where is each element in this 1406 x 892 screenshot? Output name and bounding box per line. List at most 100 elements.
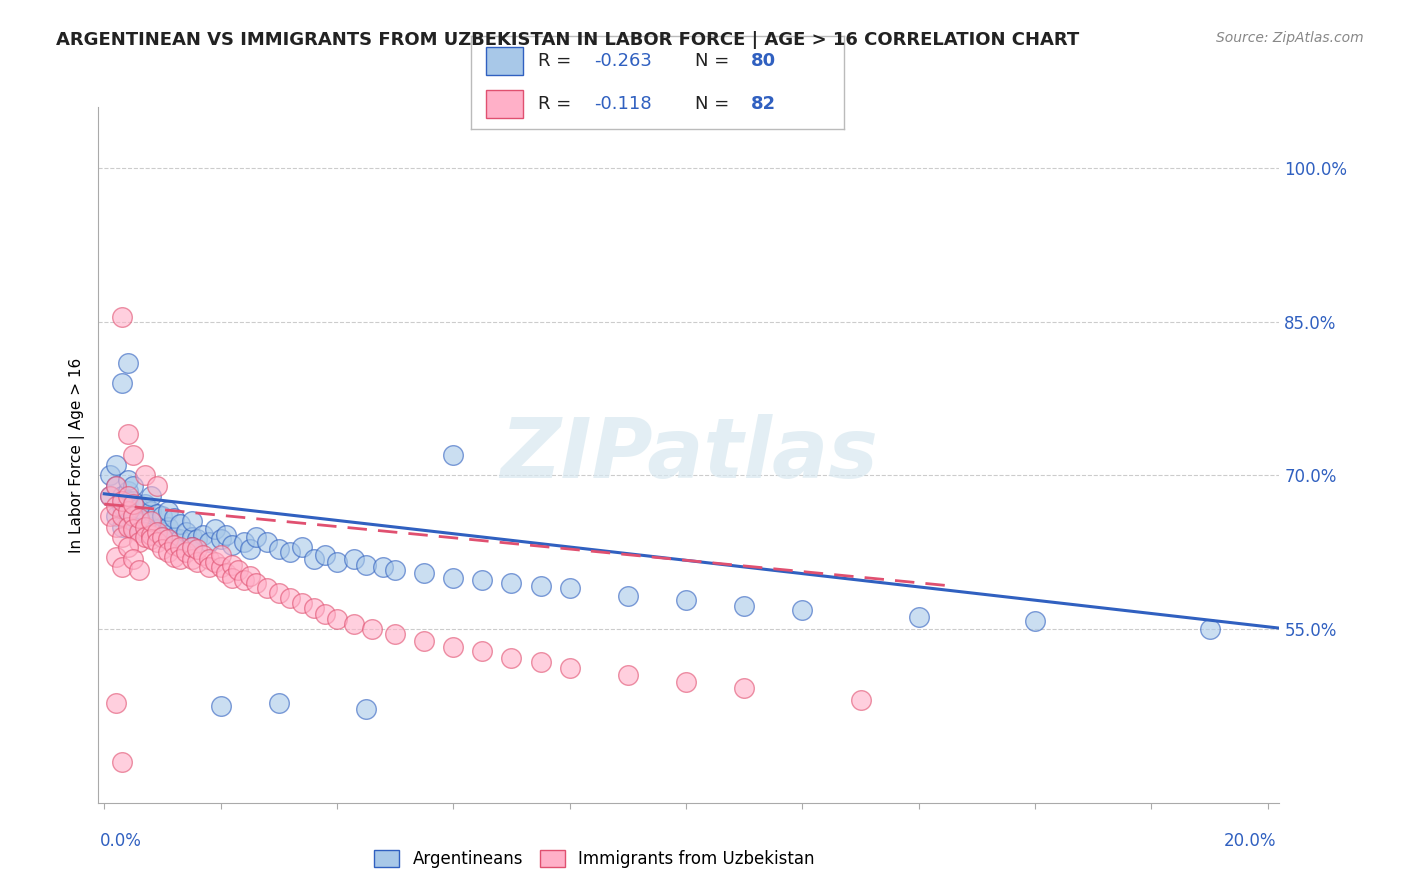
Point [245, 575, 267, 590]
Point [122, 509, 145, 524]
Point [1024, 614, 1046, 628]
Point [441, 448, 464, 462]
Text: 82: 82 [751, 95, 776, 113]
Point [128, 501, 150, 516]
Point [157, 504, 180, 518]
Point [104, 478, 127, 492]
Point [239, 542, 262, 557]
Point [128, 562, 150, 576]
Point [239, 568, 262, 582]
Point [256, 581, 278, 595]
Point [117, 540, 139, 554]
Point [117, 504, 139, 518]
Point [157, 532, 180, 546]
Point [139, 532, 162, 546]
Point [117, 483, 139, 498]
Point [111, 530, 134, 544]
Text: N =: N = [695, 52, 734, 70]
Point [104, 519, 127, 533]
Point [180, 515, 202, 529]
Text: -0.118: -0.118 [593, 95, 651, 113]
Point [209, 560, 232, 574]
Point [558, 581, 581, 595]
Point [111, 494, 134, 508]
Point [326, 555, 349, 569]
Point [152, 530, 174, 544]
Point [117, 427, 139, 442]
Point [163, 550, 186, 565]
Point [104, 458, 127, 472]
Point [256, 534, 278, 549]
Point [471, 644, 494, 658]
Point [849, 693, 872, 707]
Point [413, 566, 436, 580]
Point [373, 560, 395, 574]
Point [98, 489, 121, 503]
Point [675, 593, 697, 607]
Point [163, 511, 186, 525]
Point [128, 524, 150, 539]
Legend: Argentineans, Immigrants from Uzbekistan: Argentineans, Immigrants from Uzbekistan [367, 843, 821, 874]
Point [152, 530, 174, 544]
Point [617, 668, 640, 682]
Point [145, 508, 167, 522]
Point [98, 489, 121, 503]
Point [215, 566, 238, 580]
Point [245, 530, 267, 544]
Text: R =: R = [538, 52, 576, 70]
Point [186, 555, 208, 569]
Point [180, 540, 202, 554]
Point [1198, 622, 1220, 636]
Text: Source: ZipAtlas.com: Source: ZipAtlas.com [1216, 31, 1364, 45]
Point [169, 517, 191, 532]
Point [617, 589, 640, 603]
FancyBboxPatch shape [486, 47, 523, 75]
Point [111, 560, 134, 574]
Point [157, 545, 180, 559]
Point [152, 509, 174, 524]
Point [122, 494, 145, 508]
Point [191, 548, 214, 562]
Point [134, 519, 156, 533]
Point [111, 489, 134, 503]
Point [733, 599, 755, 614]
Point [191, 527, 214, 541]
Point [163, 530, 186, 544]
Point [441, 640, 464, 655]
Point [501, 575, 523, 590]
Point [209, 698, 232, 713]
Point [104, 696, 127, 710]
Text: R =: R = [538, 95, 576, 113]
Point [104, 550, 127, 565]
Point [117, 504, 139, 518]
Point [104, 509, 127, 524]
Point [122, 552, 145, 566]
Point [169, 552, 191, 566]
Point [221, 571, 243, 585]
Point [186, 532, 208, 546]
Point [441, 571, 464, 585]
FancyBboxPatch shape [486, 90, 523, 118]
Text: N =: N = [695, 95, 734, 113]
Point [267, 696, 290, 710]
Point [280, 591, 302, 606]
Point [139, 515, 162, 529]
Point [98, 468, 121, 483]
Text: 20.0%: 20.0% [1225, 831, 1277, 849]
Point [134, 497, 156, 511]
Point [111, 376, 134, 391]
Point [145, 524, 167, 539]
Point [204, 555, 226, 569]
Point [343, 552, 366, 566]
Point [360, 622, 382, 636]
Point [180, 530, 202, 544]
Point [907, 609, 929, 624]
Point [122, 519, 145, 533]
Point [134, 524, 156, 539]
Point [111, 509, 134, 524]
Point [733, 681, 755, 696]
Point [152, 542, 174, 557]
Point [128, 534, 150, 549]
Point [169, 540, 191, 554]
Point [267, 586, 290, 600]
